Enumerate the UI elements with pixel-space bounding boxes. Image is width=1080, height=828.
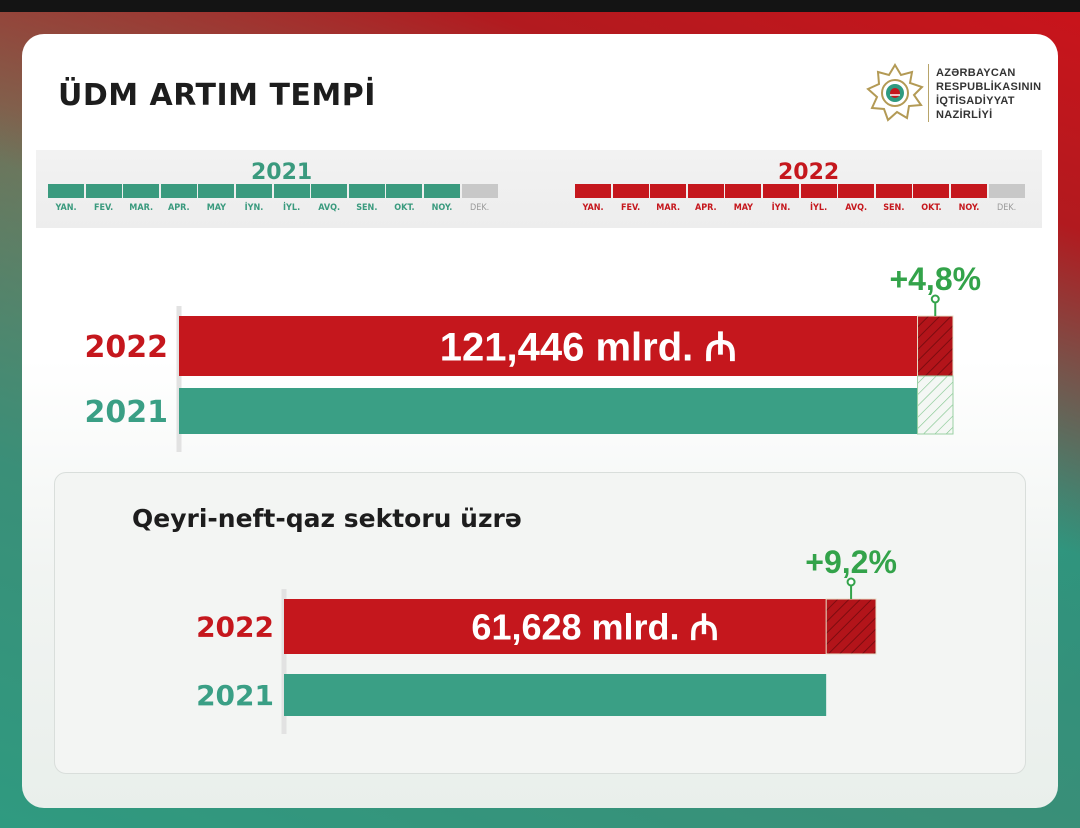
- category-label-2022: 2022: [85, 330, 169, 365]
- timeline-month-segment: [85, 184, 122, 198]
- growth-marker-dot: [930, 294, 940, 304]
- timeline-month-label: İYL.: [283, 203, 301, 213]
- growth-marker-dot: [846, 577, 856, 587]
- category-label-2021: 2021: [85, 395, 169, 430]
- ministry-line: AZƏRBAYCAN: [936, 67, 1016, 79]
- timeline-month-label: SEN.: [883, 203, 905, 213]
- growth-label: +4,8%: [889, 261, 981, 297]
- timeline-month-segment: [198, 184, 235, 198]
- timeline-month-label: APR.: [167, 203, 190, 213]
- timeline-month-label: SEN.: [356, 203, 378, 213]
- infographic-card: ÜDM ARTIM TEMPİ AZƏRBAYCAN RESPUBLİKASIN…: [22, 34, 1058, 808]
- value-label-2022: 61,628 mlrd. ₼: [471, 606, 718, 647]
- panel-subtitle: Qeyri-neft-qaz sektoru üzrə: [132, 504, 522, 533]
- timeline-month-segment: [348, 184, 385, 198]
- ministry-name: AZƏRBAYCAN RESPUBLİKASININ İQTİSADİYYAT …: [936, 66, 1041, 122]
- bar-2021: [179, 388, 918, 434]
- top-bar: [0, 0, 1080, 12]
- timeline-month-segment: [273, 184, 310, 198]
- timeline-month-label: İYN.: [771, 203, 791, 213]
- timeline-year-2021: 2021: [251, 160, 313, 185]
- page-title: ÜDM ARTIM TEMPİ: [58, 78, 376, 113]
- timeline-month-label: YAN.: [582, 203, 604, 213]
- timeline-month-segment: [386, 184, 423, 198]
- ministry-divider: [928, 64, 929, 122]
- timeline-month-label: FEV.: [93, 203, 114, 213]
- timeline-month-label: İYL.: [810, 203, 828, 213]
- ministry-line: NAZİRLİYİ: [936, 109, 993, 121]
- timeline-month-segment: [951, 184, 987, 198]
- timeline-month-segment: [650, 184, 687, 198]
- timeline-month-label: OKT.: [921, 203, 942, 213]
- timeline-month-segment: [763, 184, 799, 198]
- timeline-month-segment: [687, 184, 724, 198]
- ministry-line: RESPUBLİKASININ: [936, 81, 1042, 93]
- timeline-month-label: İYN.: [244, 203, 264, 213]
- timeline-month-segment: [236, 184, 272, 198]
- bar-2022: [284, 599, 827, 654]
- timeline-month-label: NOY.: [958, 203, 980, 213]
- timeline-month-segment: [461, 184, 498, 198]
- timeline-month-segment: [612, 184, 649, 198]
- timeline-month-segment: [875, 184, 912, 198]
- bar-2022-growth-segment: [917, 315, 954, 377]
- timeline-month-segment: [160, 184, 197, 198]
- category-label-2021: 2021: [196, 679, 274, 712]
- category-label-2022: 2022: [196, 611, 274, 644]
- timeline-month-label: DEK.: [469, 203, 490, 213]
- timeline-month-label: YAN.: [55, 203, 77, 213]
- timeline-month-label: MAY: [206, 203, 227, 213]
- timeline-month-segment: [725, 184, 762, 198]
- timeline-month-segment: [48, 184, 84, 198]
- value-label-2022: 121,446 mlrd. ₼: [440, 325, 737, 369]
- timeline-month-label: NOY.: [431, 203, 453, 213]
- growth-label: +9,2%: [805, 544, 897, 580]
- timeline-month-label: MAR.: [129, 203, 154, 213]
- ministry-line: İQTİSADİYYAT: [936, 95, 1015, 107]
- timeline-month-segment: [838, 184, 875, 198]
- timeline-month-label: DEK.: [996, 203, 1017, 213]
- timeline-month-label: MAR.: [656, 203, 681, 213]
- timeline-month-label: OKT.: [394, 203, 415, 213]
- timeline-month-segment: [424, 184, 460, 198]
- timeline-month-segment: [123, 184, 160, 198]
- gdp-bar-charts: 2022 2021 121,446 mlrd. ₼ +4,8% 2022 2021 61,6…: [85, 261, 981, 734]
- timeline-month-label: APR.: [694, 203, 717, 213]
- timeline-month-segment: [913, 184, 950, 198]
- timeline-month-label: AVQ.: [845, 203, 868, 213]
- bar-2021-gap-segment: [917, 375, 954, 435]
- bar-2021: [284, 674, 827, 716]
- bar-2022: [179, 316, 918, 376]
- timeline-month-label: AVQ.: [318, 203, 341, 213]
- ministry-emblem-icon: [866, 63, 924, 122]
- timeline-month-segment: [800, 184, 837, 198]
- bar-2022-growth-segment: [825, 598, 877, 655]
- timeline-month-segment: [575, 184, 611, 198]
- timeline-year-2022: 2022: [778, 160, 840, 185]
- timeline-month-segment: [988, 184, 1025, 198]
- month-timeline: 2021 2022 YAN. FEV. MAR. APR. MAY İYN. İYL. AVQ…: [36, 150, 1042, 228]
- timeline-month-label: MAY: [733, 203, 754, 213]
- timeline-month-label: FEV.: [620, 203, 641, 213]
- timeline-month-segment: [311, 184, 348, 198]
